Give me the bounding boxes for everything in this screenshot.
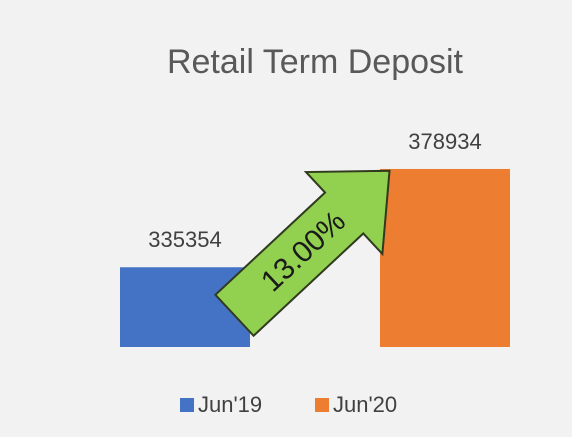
data-label: 335354 xyxy=(148,227,221,252)
bar xyxy=(380,168,510,347)
legend-swatch xyxy=(180,398,194,412)
legend-label: Jun'20 xyxy=(333,392,397,417)
legend-label: Jun'19 xyxy=(198,392,262,417)
arrow-shape xyxy=(213,169,391,338)
legend-swatch xyxy=(315,398,329,412)
data-label: 378934 xyxy=(408,129,481,154)
chart-title: Retail Term Deposit xyxy=(167,43,464,81)
